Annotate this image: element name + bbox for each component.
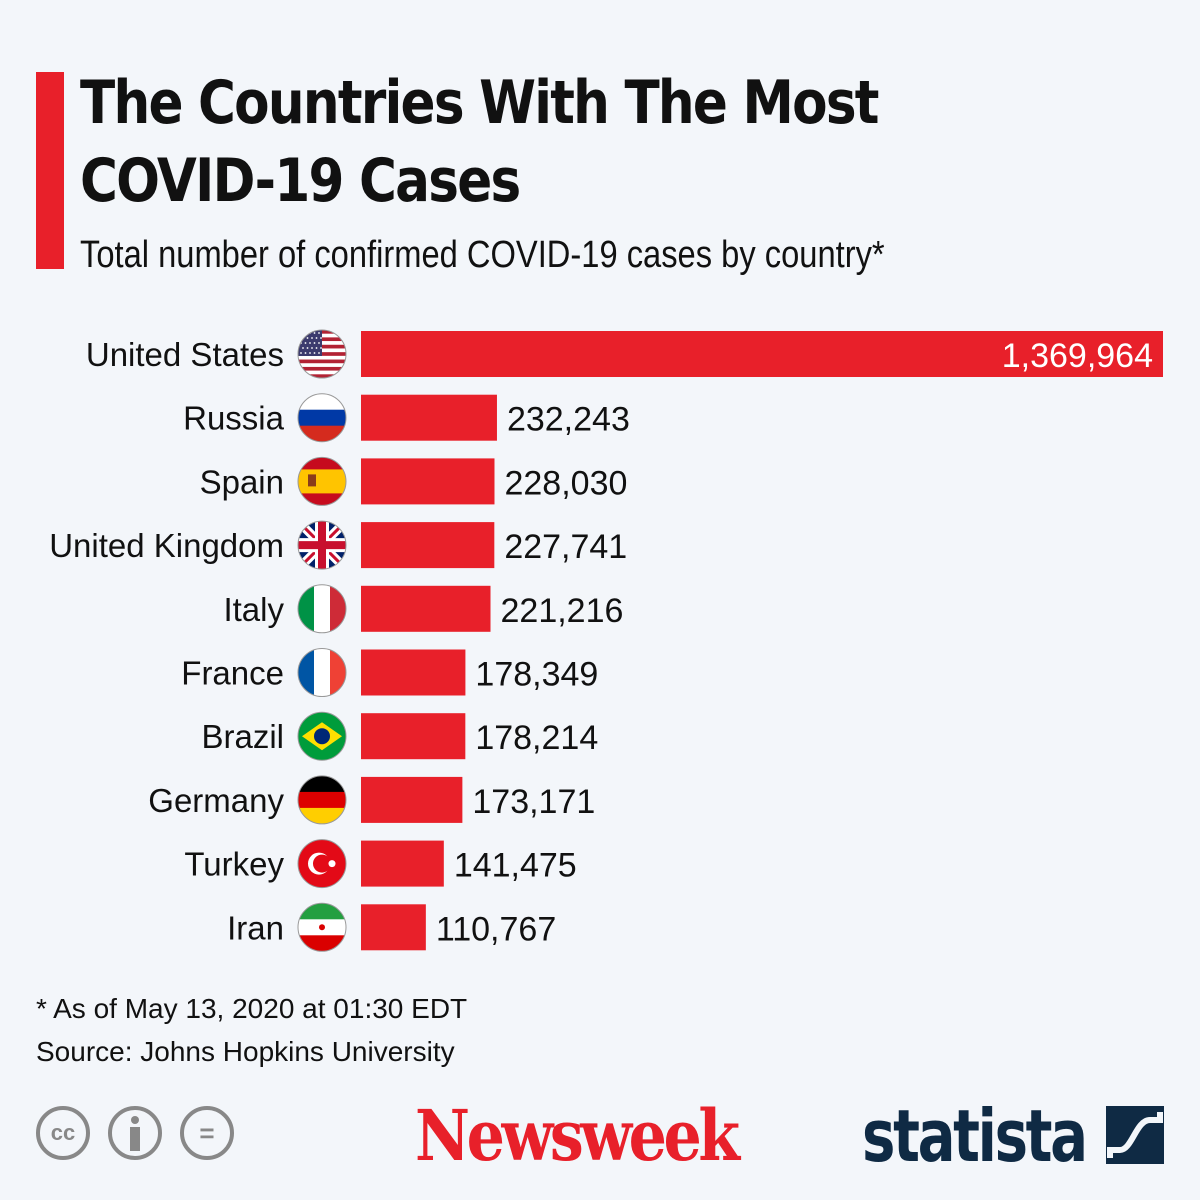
france-flag-icon — [298, 648, 346, 697]
flag-outline — [297, 520, 347, 570]
turkey-flag-icon — [298, 839, 346, 888]
brazil-flag-icon — [298, 712, 346, 761]
title-accent-bar — [36, 72, 64, 269]
attribution-icon — [108, 1106, 162, 1160]
bar — [361, 331, 1163, 377]
iran-flag-icon — [298, 903, 346, 952]
bar — [361, 840, 444, 887]
germany-flag-icon — [298, 775, 346, 824]
bar — [361, 649, 466, 696]
category-label: France — [181, 655, 284, 692]
value-label: 141,475 — [454, 847, 577, 885]
category-label: Iran — [227, 909, 284, 946]
no-derivatives-icon: = — [180, 1106, 234, 1160]
statista-logo-icon — [1106, 1106, 1164, 1164]
category-label: Germany — [148, 782, 284, 819]
category-label: Brazil — [201, 718, 284, 755]
category-label: Russia — [183, 400, 285, 437]
category-label: United States — [86, 336, 284, 373]
value-label: 232,243 — [507, 401, 630, 439]
page-subtitle: Total number of confirmed COVID-19 cases… — [80, 234, 885, 276]
flag-outline — [297, 456, 347, 506]
nd-text: = — [199, 1117, 215, 1148]
value-label: 178,349 — [475, 656, 598, 694]
flag-outline — [297, 584, 347, 634]
flag-outline — [297, 775, 347, 825]
flag-outline — [297, 902, 347, 952]
bar — [361, 776, 463, 823]
statista-logo: statista — [862, 1094, 1088, 1178]
value-label: 173,171 — [472, 783, 595, 821]
category-label: Turkey — [184, 846, 284, 883]
flag-outline — [297, 648, 347, 697]
value-label: 110,767 — [436, 910, 556, 948]
newsweek-logo: Newsweek — [415, 1094, 740, 1177]
category-label: Spain — [200, 463, 284, 500]
value-label: 1,369,964 — [1002, 337, 1153, 375]
bar — [361, 585, 491, 632]
value-label: 221,216 — [501, 592, 624, 630]
bar — [361, 713, 466, 760]
flag-outline — [297, 329, 347, 379]
value-label: 178,214 — [475, 719, 598, 757]
value-label: 228,030 — [504, 464, 627, 502]
bar — [361, 394, 497, 441]
uk-flag-icon — [298, 521, 346, 570]
bar — [361, 904, 426, 951]
category-label: United Kingdom — [49, 527, 284, 564]
flag-outline — [297, 393, 347, 443]
bar — [361, 458, 495, 505]
category-label: Italy — [223, 591, 284, 628]
flag-outline — [297, 711, 347, 761]
russia-flag-icon — [298, 393, 346, 442]
bar-chart: United States 1,369,964 Russia 232,243 Spain… — [49, 329, 1163, 952]
cc-text: cc — [50, 1120, 76, 1145]
value-label: 227,741 — [504, 528, 627, 566]
footnote: * As of May 13, 2020 at 01:30 EDT — [36, 993, 468, 1024]
bar — [361, 522, 495, 569]
flag-outline — [297, 839, 347, 889]
source: Source: Johns Hopkins University — [36, 1036, 455, 1067]
cc-icon: cc — [36, 1106, 90, 1160]
page-title: The Countries With The Most COVID-19 Cas… — [80, 68, 879, 216]
italy-flag-icon — [298, 584, 346, 633]
